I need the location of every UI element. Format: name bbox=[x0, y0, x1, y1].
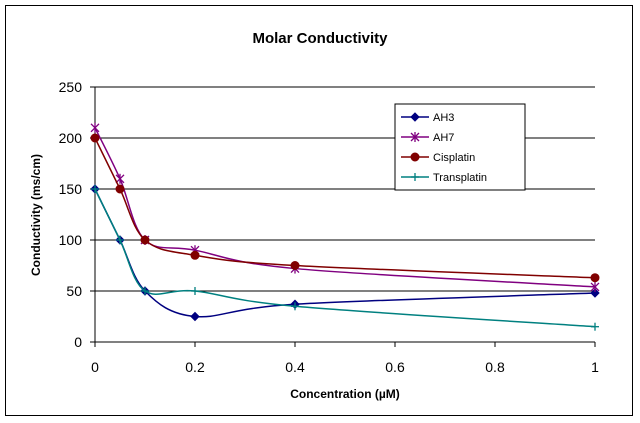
data-point bbox=[91, 185, 99, 193]
y-tick-labels: 0 50 100 150 200 250 bbox=[59, 79, 83, 350]
chart-frame bbox=[5, 5, 633, 416]
data-point bbox=[191, 287, 199, 295]
legend-item: Cisplatin bbox=[401, 152, 475, 164]
data-point bbox=[410, 152, 420, 162]
data-point bbox=[116, 236, 124, 244]
legend-label: AH7 bbox=[433, 132, 454, 144]
y-tick-label: 250 bbox=[59, 79, 83, 95]
series-transplatin bbox=[91, 185, 599, 331]
data-point bbox=[190, 311, 200, 322]
x-tick-label: 1 bbox=[591, 359, 599, 375]
x-tick-label: 0.8 bbox=[485, 359, 505, 375]
legend: AH3 AH7 Cisplatin Transplatin bbox=[394, 103, 526, 191]
series-cisplatin bbox=[90, 133, 600, 283]
data-point bbox=[190, 250, 200, 260]
x-tick-labels: 0 0.2 0.4 0.6 0.8 1 bbox=[91, 359, 599, 375]
x-axis-title: Concentration (µM) bbox=[290, 387, 400, 401]
y-tick-label: 150 bbox=[59, 181, 83, 197]
data-point bbox=[590, 288, 600, 298]
data-point bbox=[90, 122, 100, 133]
series-line bbox=[94, 188, 596, 318]
y-tick-label: 100 bbox=[59, 232, 83, 248]
y-tick-label: 200 bbox=[59, 130, 83, 146]
legend-label: AH3 bbox=[433, 112, 454, 124]
legend-label: Transplatin bbox=[433, 172, 487, 184]
data-point bbox=[410, 132, 420, 142]
x-tick-label: 0.6 bbox=[385, 359, 405, 375]
legend-item: AH3 bbox=[401, 112, 454, 124]
x-tick-label: 0.4 bbox=[285, 359, 305, 375]
x-tick-label: 0.2 bbox=[185, 359, 205, 375]
y-tick-label: 50 bbox=[66, 283, 82, 299]
data-point bbox=[90, 133, 100, 143]
series-ah3 bbox=[90, 184, 600, 322]
data-point bbox=[590, 273, 600, 283]
data-point bbox=[141, 287, 149, 295]
data-point bbox=[290, 261, 300, 270]
legend-label: Cisplatin bbox=[433, 152, 475, 164]
data-point bbox=[410, 112, 420, 122]
chart-title: Molar Conductivity bbox=[252, 30, 388, 47]
series-lines bbox=[90, 122, 600, 331]
x-tick-label: 0 bbox=[91, 359, 99, 375]
y-tick-label: 0 bbox=[74, 334, 82, 350]
legend-item: Transplatin bbox=[401, 172, 487, 184]
legend-item: AH7 bbox=[401, 132, 454, 144]
data-point bbox=[115, 184, 125, 194]
y-axis-title: Conductivity (ms/cm) bbox=[29, 154, 43, 276]
data-point bbox=[591, 322, 599, 331]
data-point bbox=[115, 173, 125, 184]
data-point bbox=[140, 235, 150, 245]
data-point bbox=[590, 281, 600, 292]
data-point bbox=[291, 302, 299, 311]
series-line bbox=[94, 188, 596, 328]
data-point bbox=[411, 173, 419, 181]
